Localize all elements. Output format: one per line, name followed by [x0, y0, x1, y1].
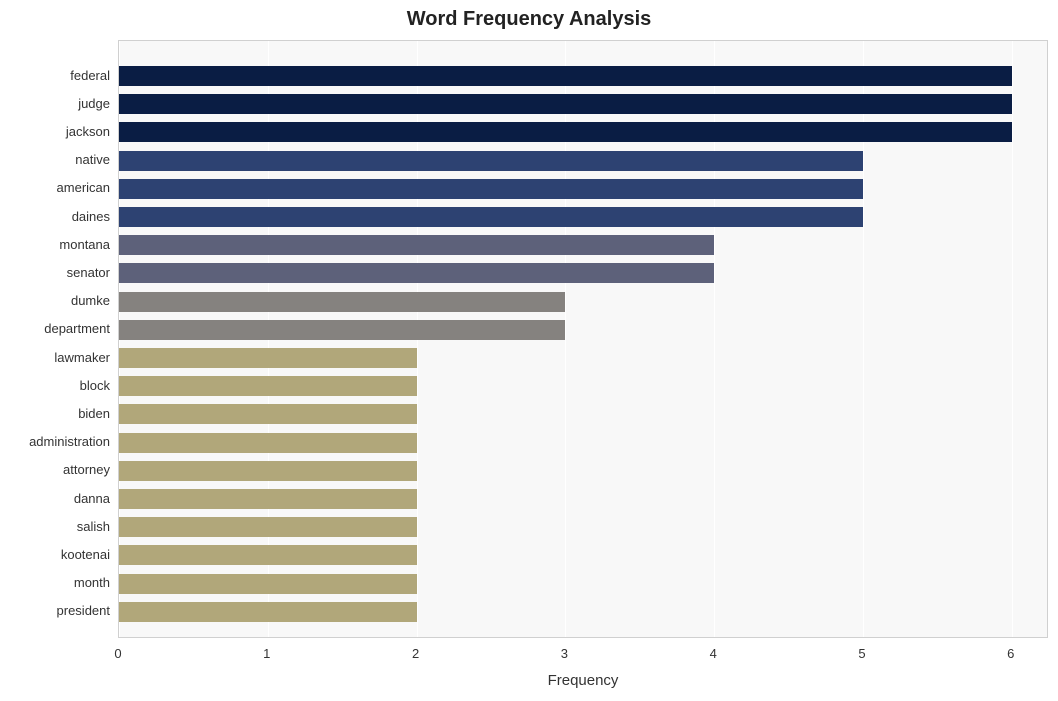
y-tick-label: native [0, 152, 110, 167]
bar [119, 461, 417, 481]
y-tick-label: kootenai [0, 547, 110, 562]
bar [119, 151, 863, 171]
y-tick-label: president [0, 603, 110, 618]
bar [119, 433, 417, 453]
y-tick-label: block [0, 378, 110, 393]
gridline [1012, 41, 1013, 637]
chart-container: Word Frequency Analysis Frequency 0 1 2 3 4 5… [0, 0, 1058, 701]
bar [119, 263, 714, 283]
y-tick-label: senator [0, 265, 110, 280]
y-tick-label: judge [0, 96, 110, 111]
bar [119, 207, 863, 227]
y-tick-label: daines [0, 209, 110, 224]
y-tick-label: american [0, 180, 110, 195]
bar [119, 545, 417, 565]
y-tick-label: dumke [0, 293, 110, 308]
chart-title: Word Frequency Analysis [0, 8, 1058, 31]
y-tick-label: biden [0, 406, 110, 421]
y-tick-label: lawmaker [0, 350, 110, 365]
bar [119, 517, 417, 537]
y-tick-label: montana [0, 237, 110, 252]
y-tick-label: salish [0, 519, 110, 534]
plot-area [118, 40, 1048, 638]
bar [119, 179, 863, 199]
bar [119, 292, 565, 312]
bar [119, 489, 417, 509]
bar [119, 122, 1012, 142]
bar [119, 376, 417, 396]
bar [119, 574, 417, 594]
bar [119, 602, 417, 622]
bar [119, 66, 1012, 86]
y-tick-label: month [0, 575, 110, 590]
y-tick-label: jackson [0, 124, 110, 139]
x-tick-label: 0 [114, 646, 121, 661]
bar [119, 348, 417, 368]
y-tick-label: danna [0, 491, 110, 506]
x-tick-label: 5 [858, 646, 865, 661]
x-tick-label: 4 [710, 646, 717, 661]
y-tick-label: federal [0, 68, 110, 83]
x-axis-label: Frequency [548, 672, 619, 689]
x-tick-label: 2 [412, 646, 419, 661]
x-tick-label: 3 [561, 646, 568, 661]
y-tick-label: department [0, 321, 110, 336]
bar [119, 404, 417, 424]
bar [119, 235, 714, 255]
y-tick-label: attorney [0, 462, 110, 477]
x-tick-label: 6 [1007, 646, 1014, 661]
bar [119, 94, 1012, 114]
x-tick-label: 1 [263, 646, 270, 661]
y-tick-label: administration [0, 434, 110, 449]
bar [119, 320, 565, 340]
